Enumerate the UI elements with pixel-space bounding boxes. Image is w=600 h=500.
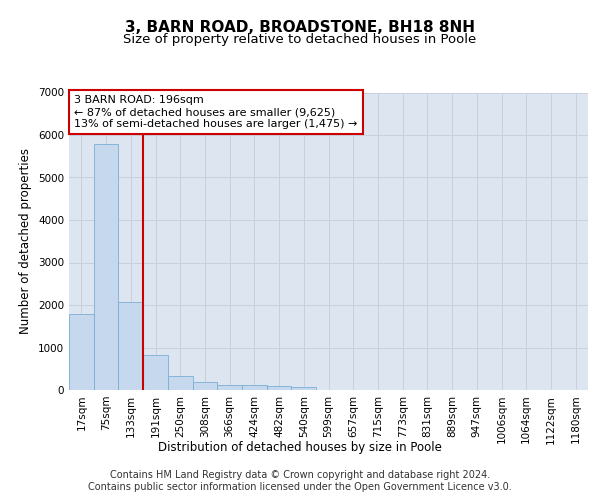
Y-axis label: Number of detached properties: Number of detached properties [19,148,32,334]
Text: 3 BARN ROAD: 196sqm
← 87% of detached houses are smaller (9,625)
13% of semi-det: 3 BARN ROAD: 196sqm ← 87% of detached ho… [74,96,358,128]
Bar [242,386,267,390]
Bar [292,387,316,390]
Bar [94,144,118,390]
Text: Contains public sector information licensed under the Open Government Licence v3: Contains public sector information licen… [88,482,512,492]
Text: 3, BARN ROAD, BROADSTONE, BH18 8NH: 3, BARN ROAD, BROADSTONE, BH18 8NH [125,20,475,35]
Bar [193,382,217,390]
Text: Distribution of detached houses by size in Poole: Distribution of detached houses by size … [158,441,442,454]
Bar [217,385,242,390]
Bar [69,314,94,390]
Bar [168,376,193,390]
Bar [267,386,292,390]
Text: Contains HM Land Registry data © Crown copyright and database right 2024.: Contains HM Land Registry data © Crown c… [110,470,490,480]
Text: Size of property relative to detached houses in Poole: Size of property relative to detached ho… [124,34,476,46]
Bar [118,302,143,390]
Bar [143,355,168,390]
